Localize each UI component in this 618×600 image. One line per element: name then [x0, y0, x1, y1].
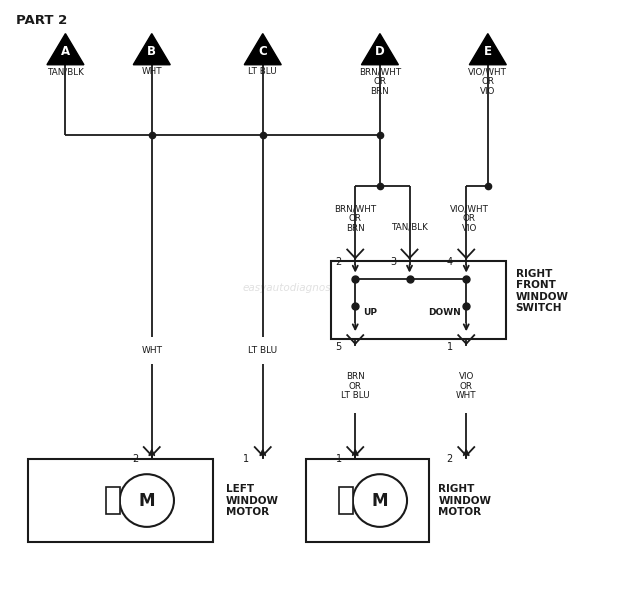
Circle shape [120, 474, 174, 527]
Text: C: C [258, 45, 267, 58]
Text: 2: 2 [446, 454, 452, 464]
Text: LEFT
WINDOW
MOTOR: LEFT WINDOW MOTOR [226, 484, 279, 517]
Text: A: A [61, 45, 70, 58]
Bar [106, 487, 120, 514]
Text: PART 2: PART 2 [16, 14, 67, 27]
Text: 3: 3 [390, 257, 396, 266]
Text: WHT: WHT [142, 67, 162, 76]
Text: TAN/BLK: TAN/BLK [47, 67, 84, 76]
Bar [28, 458, 213, 542]
Text: LT BLU: LT BLU [248, 67, 277, 76]
Polygon shape [362, 34, 399, 65]
Polygon shape [47, 34, 84, 65]
Text: 1: 1 [336, 454, 342, 464]
Text: VIO/WHT
OR
VIO: VIO/WHT OR VIO [468, 67, 507, 96]
Text: 5: 5 [336, 342, 342, 352]
Circle shape [353, 474, 407, 527]
Text: 1: 1 [243, 454, 249, 464]
Text: RIGHT
FRONT
WINDOW
SWITCH: RIGHT FRONT WINDOW SWITCH [515, 269, 569, 313]
Text: BRN
OR
LT BLU: BRN OR LT BLU [341, 372, 370, 400]
Text: B: B [147, 45, 156, 58]
Text: RIGHT
WINDOW
MOTOR: RIGHT WINDOW MOTOR [439, 484, 491, 517]
Text: M: M [138, 491, 155, 509]
Text: easyautodiagnostics.com: easyautodiagnostics.com [243, 283, 375, 293]
Text: 1: 1 [447, 342, 452, 352]
Text: WHT: WHT [142, 346, 163, 355]
Text: VIO
OR
WHT: VIO OR WHT [456, 372, 476, 400]
Polygon shape [469, 34, 506, 65]
Bar [331, 261, 506, 339]
Text: 2: 2 [336, 257, 342, 266]
Text: DOWN: DOWN [428, 308, 461, 317]
Polygon shape [244, 34, 281, 65]
Text: BRN/WHT
OR
BRN: BRN/WHT OR BRN [334, 204, 376, 233]
Text: TAN/BLK: TAN/BLK [391, 222, 428, 231]
Bar [339, 487, 353, 514]
Text: VIO/WHT
OR
VIO: VIO/WHT OR VIO [450, 204, 489, 233]
Bar [306, 458, 430, 542]
Text: 4: 4 [447, 257, 452, 266]
Polygon shape [133, 34, 171, 65]
Text: LT BLU: LT BLU [248, 346, 277, 355]
Text: D: D [375, 45, 385, 58]
Text: 2: 2 [132, 454, 138, 464]
Text: BRN/WHT
OR
BRN: BRN/WHT OR BRN [359, 67, 401, 96]
Text: M: M [371, 491, 388, 509]
Text: UP: UP [363, 308, 376, 317]
Text: E: E [484, 45, 492, 58]
